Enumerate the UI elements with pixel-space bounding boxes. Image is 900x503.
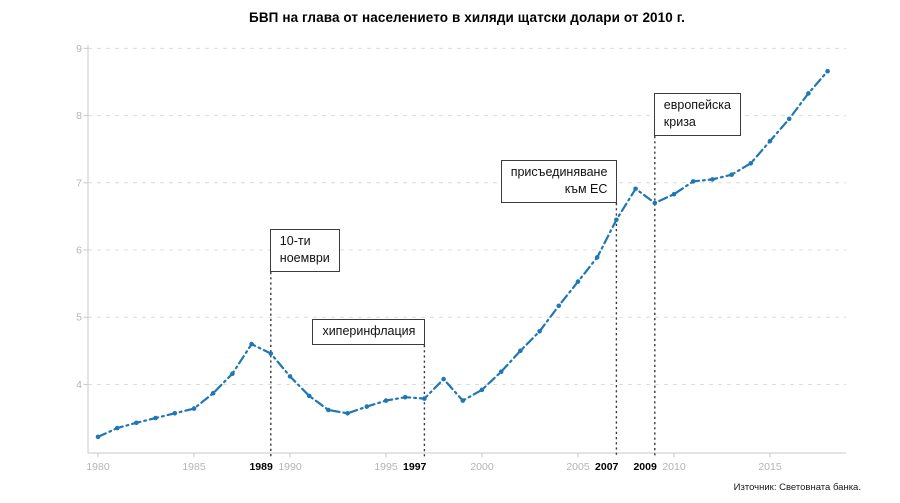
source-note: Източник: Световната банка. (733, 482, 861, 493)
data-point-marker (230, 371, 235, 377)
x-tick-label: 1989 (249, 461, 273, 473)
chart-title: БВП на глава от населението в хиляди щат… (249, 10, 685, 25)
data-point-marker (652, 200, 658, 206)
annotation-box-eu-accession: присъединяване към ЕС (500, 160, 618, 203)
annotation-text: хиперинфлация (322, 324, 416, 338)
data-point-marker (268, 351, 274, 356)
data-point-marker (825, 68, 830, 74)
data-point-marker (671, 191, 677, 197)
annotation-text: ноември (279, 251, 330, 265)
data-point-marker (633, 186, 638, 192)
annotation-text: криза (663, 115, 696, 129)
y-tick-label: 6 (76, 245, 82, 257)
data-point-marker (690, 179, 696, 184)
data-point-marker (345, 411, 350, 416)
data-point-marker (134, 420, 139, 426)
x-tick-label: 1997 (403, 461, 427, 473)
data-point-marker (710, 177, 715, 182)
data-point-marker (441, 376, 446, 382)
annotation-text: присъединяване (510, 165, 608, 179)
data-point-marker (191, 406, 197, 411)
annotation-box-hyperinflation: хиперинфлация (312, 319, 426, 345)
x-tick-label: 1980 (86, 461, 110, 473)
data-point-marker (153, 415, 158, 421)
data-point-marker (575, 279, 581, 284)
data-point-marker (210, 390, 216, 396)
data-point-marker (383, 398, 389, 403)
x-tick-label: 2007 (595, 461, 619, 473)
data-point-marker (460, 398, 466, 403)
data-point-marker (767, 138, 773, 144)
data-point-marker (402, 394, 408, 400)
annotation-text: 10-ти (279, 234, 311, 248)
annotation-box-european-crisis: европейска криза (653, 93, 741, 136)
data-point-marker (95, 434, 101, 440)
x-tick-label: 2015 (758, 461, 782, 473)
data-point-marker (748, 161, 754, 166)
annotation-text: към ЕС (564, 182, 608, 196)
x-tick-label: 2005 (566, 461, 590, 473)
data-point-marker (172, 411, 178, 416)
data-point-marker (479, 387, 485, 393)
data-point-marker (498, 369, 504, 375)
data-point-marker (729, 172, 734, 177)
data-point-marker (306, 393, 312, 399)
annotation-box-november-10: 10-ти ноември (269, 229, 340, 272)
x-tick-label: 1990 (278, 461, 302, 473)
x-tick-label: 2000 (470, 461, 494, 473)
y-tick-label: 8 (76, 110, 82, 122)
data-point-marker (249, 341, 254, 347)
y-tick-label: 7 (76, 177, 82, 189)
x-tick-label: 2010 (662, 461, 686, 473)
data-point-marker (422, 396, 427, 401)
data-point-marker (326, 407, 331, 413)
data-point-marker (537, 329, 542, 334)
data-point-marker (594, 255, 600, 260)
data-point-marker (114, 425, 120, 431)
data-point-marker (518, 348, 523, 354)
y-tick-label: 9 (76, 43, 82, 55)
data-point-marker (287, 374, 293, 379)
x-tick-label: 2009 (633, 461, 657, 473)
data-point-marker (614, 217, 619, 223)
x-tick-label: 1985 (182, 461, 206, 473)
data-point-marker (786, 116, 792, 122)
data-point-marker (806, 91, 811, 96)
x-tick-label: 1995 (374, 461, 398, 473)
y-tick-label: 5 (76, 312, 82, 324)
y-tick-label: 4 (76, 379, 82, 391)
data-point-marker (364, 404, 370, 409)
annotation-text: европейска (663, 98, 731, 112)
data-point-marker (556, 303, 562, 309)
